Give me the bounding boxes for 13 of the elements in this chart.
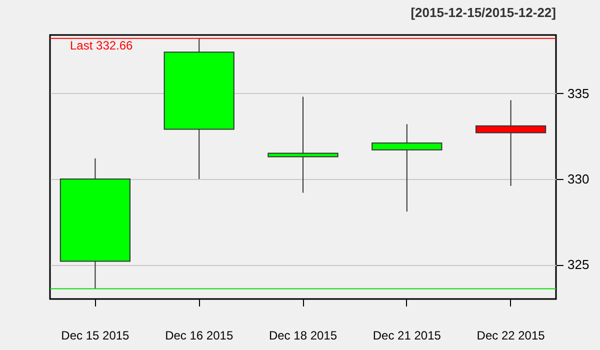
x-tick-label: Dec 18 2015 [268,328,338,342]
x-tick-label: Dec 22 2015 [476,328,546,342]
chart-subtitle: [2015-12-15/2015-12-22] [410,5,556,20]
ref-line-label: Last 332.66 [70,38,134,52]
x-tick-label: Dec 15 2015 [61,328,130,342]
x-tick-label: Dec 21 2015 [372,328,442,342]
candlestick [475,100,546,186]
candlestick [372,124,442,212]
y-tick-label: 335 [568,86,590,101]
y-tick-label: 325 [568,257,590,272]
candlestick [268,96,338,194]
y-tick-label: 330 [568,172,590,186]
x-tick-label: Dec 16 2015 [165,328,234,342]
